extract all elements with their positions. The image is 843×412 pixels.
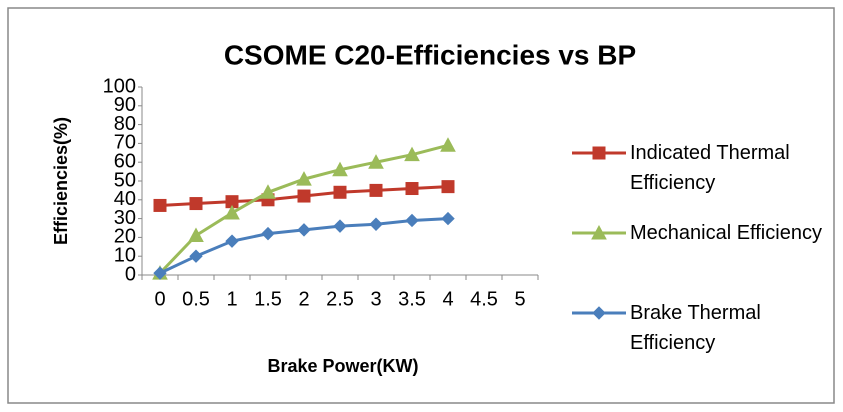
y-tick-label: 60	[114, 150, 136, 172]
x-tick-label: 3.5	[398, 288, 426, 310]
y-tick-label: 90	[114, 94, 136, 116]
chart-border	[7, 7, 835, 404]
data-point	[297, 189, 311, 203]
data-point	[224, 204, 240, 220]
data-point	[332, 161, 348, 177]
data-point	[189, 249, 203, 263]
y-tick-label: 0	[125, 263, 136, 285]
y-tick-label: 30	[114, 207, 136, 229]
data-point	[405, 182, 419, 196]
data-point	[440, 137, 456, 152]
data-point	[188, 227, 204, 243]
y-tick-label: 10	[114, 244, 136, 266]
x-tick-label: 1.5	[254, 288, 282, 310]
legend-label: Indicated Thermal Efficiency	[630, 142, 790, 194]
legend-marker	[592, 306, 606, 320]
y-tick-label: 100	[103, 75, 136, 97]
x-tick-label: 1	[226, 288, 237, 310]
data-point	[189, 197, 203, 211]
x-tick-label: 2	[298, 288, 309, 310]
data-point	[333, 219, 347, 233]
x-tick-label: 2.5	[326, 288, 354, 310]
x-tick-label: 0	[154, 288, 165, 310]
data-point	[441, 180, 455, 194]
x-tick-label: 4.5	[470, 288, 498, 310]
data-point	[296, 171, 312, 186]
data-point	[153, 266, 167, 280]
y-axis-label: Efficiencies(%)	[51, 117, 71, 245]
data-point	[260, 184, 276, 199]
x-tick-label: 5	[514, 288, 525, 310]
data-point	[297, 223, 311, 237]
y-tick-label: 40	[114, 188, 136, 210]
y-tick-label: 70	[114, 132, 136, 154]
data-point	[261, 226, 275, 241]
y-tick-label: 80	[114, 113, 136, 135]
legend-marker	[591, 224, 607, 240]
y-tick-label: 20	[114, 226, 136, 248]
legend-marker	[592, 146, 606, 160]
x-tick-label: 4	[442, 288, 453, 310]
legend-label: Mechanical Efficiency	[630, 222, 822, 244]
x-axis-label: Brake Power(KW)	[267, 356, 418, 376]
x-tick-label: 0.5	[182, 288, 210, 310]
data-point	[404, 146, 420, 162]
data-point	[368, 154, 384, 169]
chart-title: CSOME C20-Efficiencies vs BP	[224, 39, 636, 70]
data-point	[333, 185, 347, 199]
data-point	[405, 213, 419, 228]
data-point	[369, 183, 383, 197]
legend-label: Brake Thermal Efficiency	[630, 302, 761, 354]
x-tick-label: 3	[370, 288, 381, 310]
data-point	[441, 211, 455, 226]
y-tick-label: 50	[114, 169, 136, 191]
data-point	[369, 217, 383, 231]
data-point	[153, 198, 167, 212]
data-point	[225, 234, 239, 248]
